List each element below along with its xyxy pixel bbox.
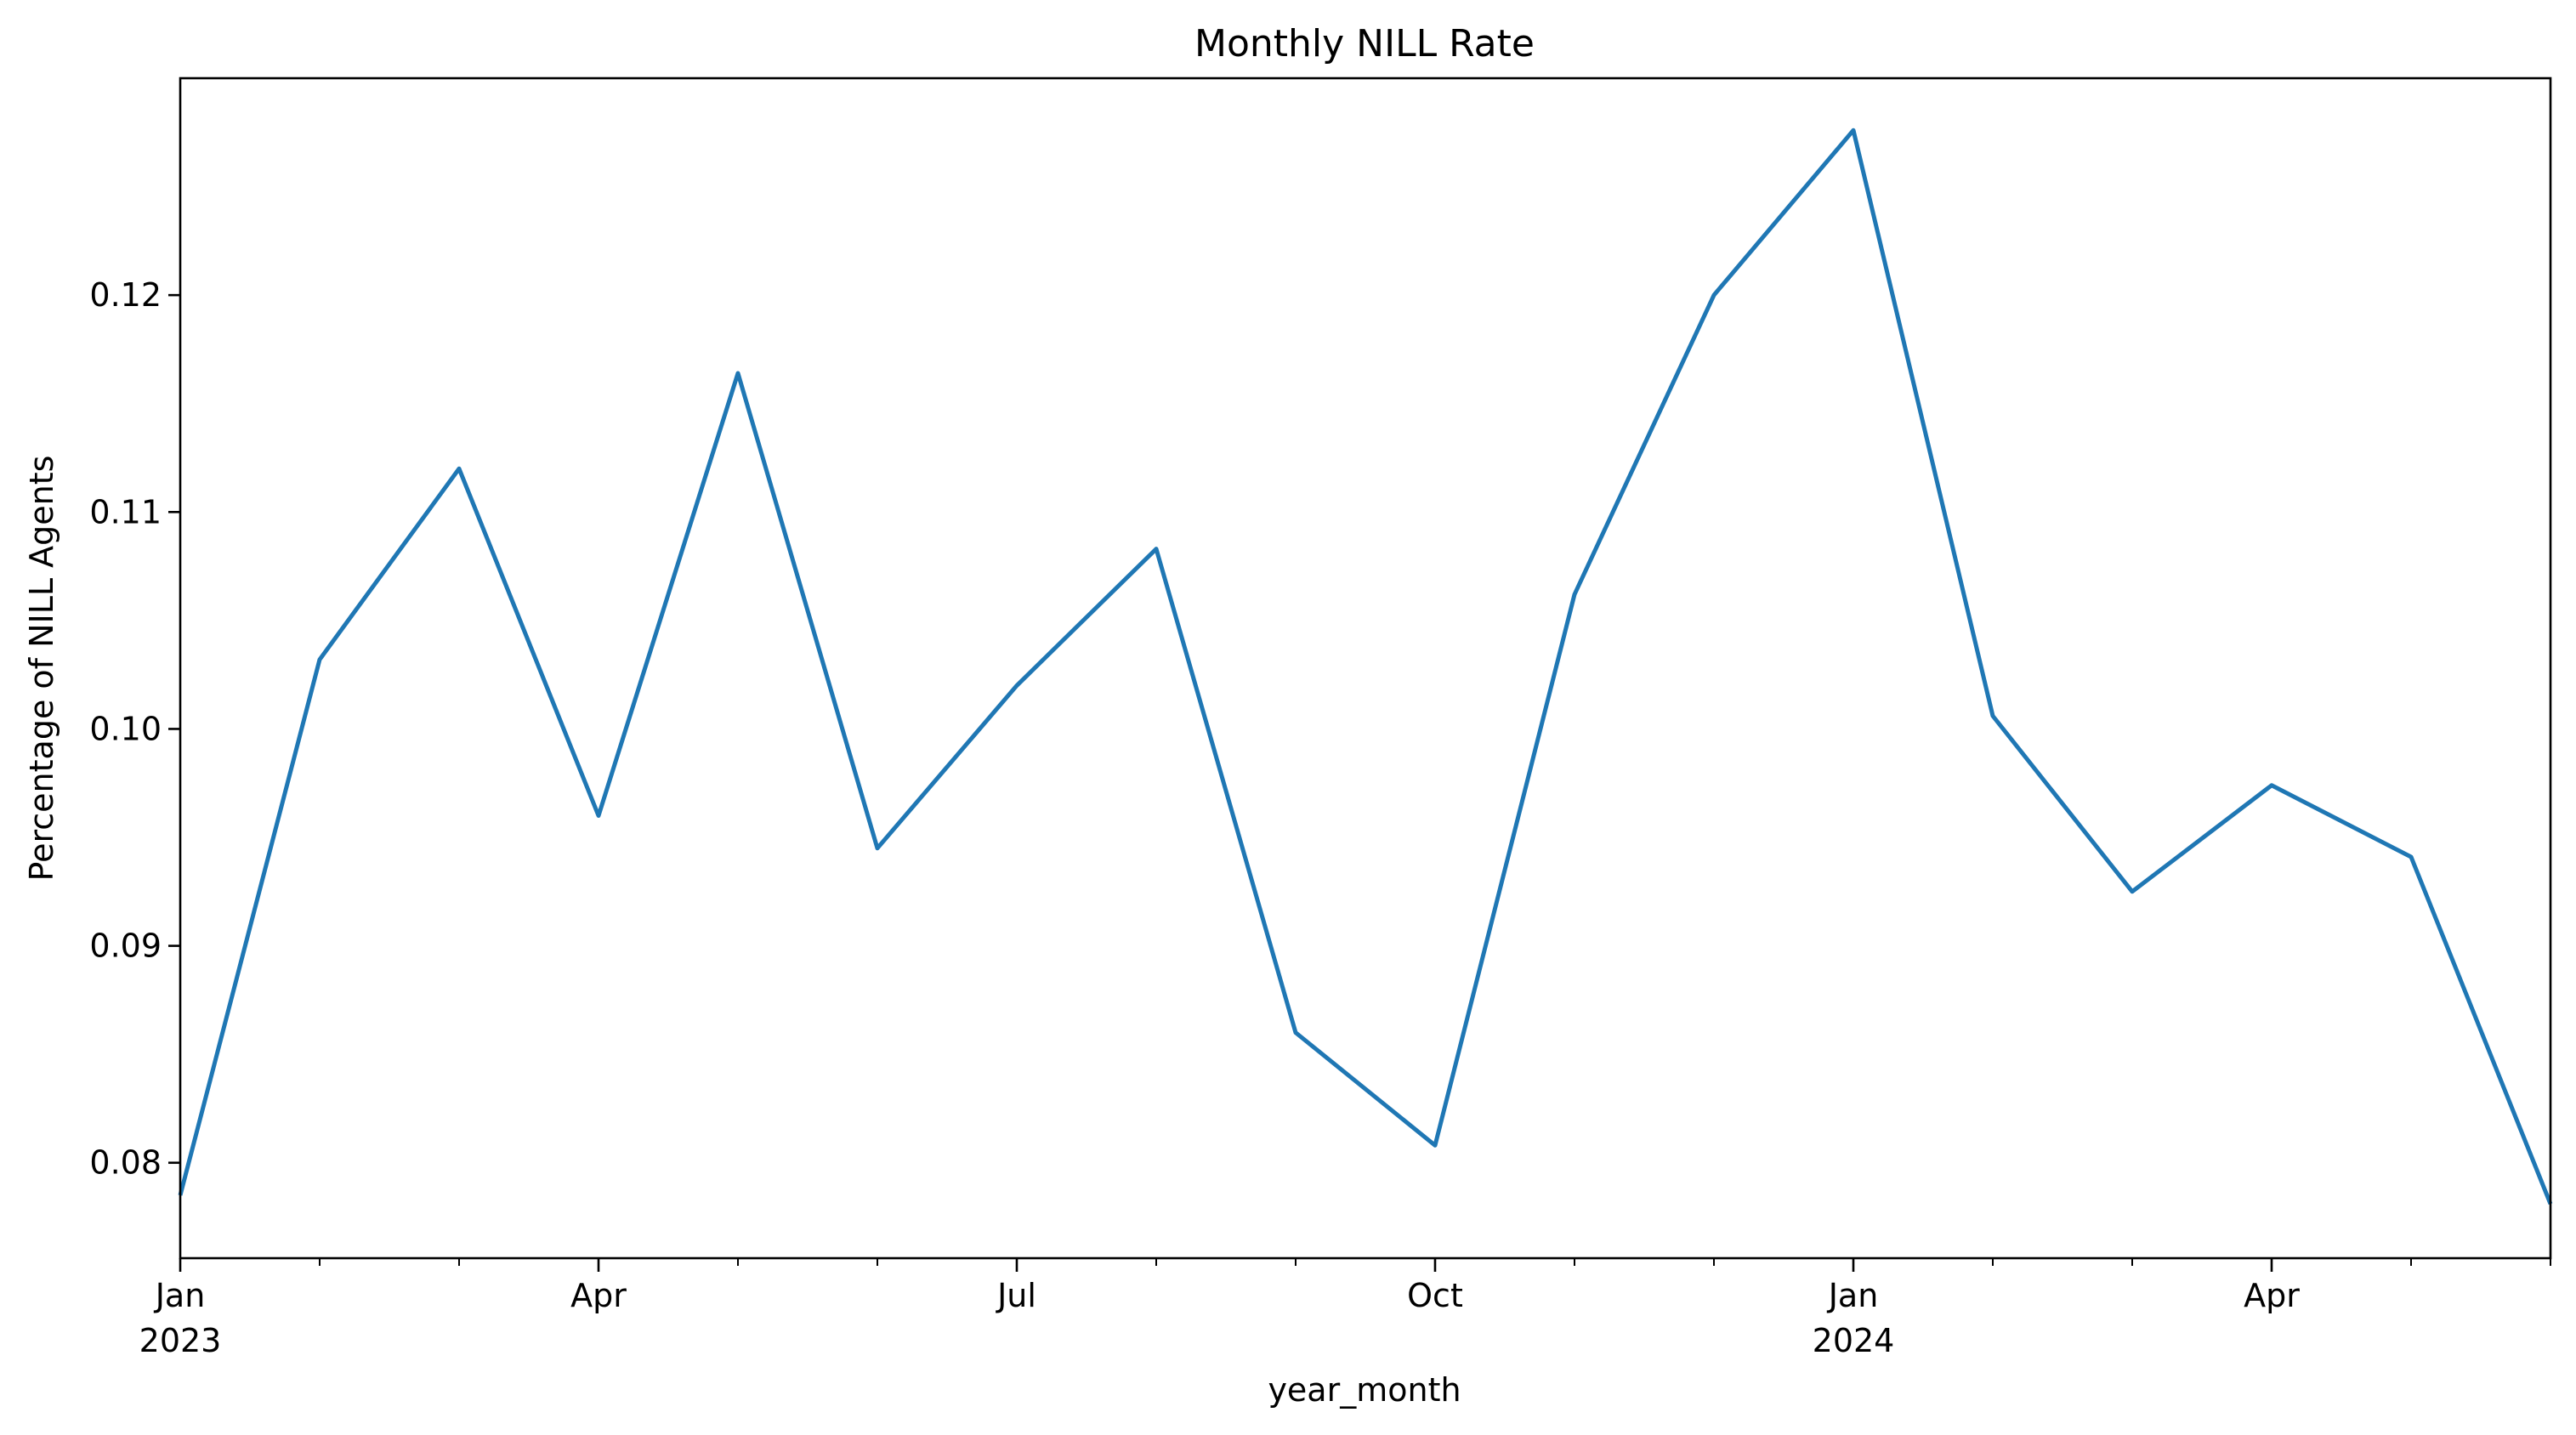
x-tick-label: Jul [996,1277,1036,1314]
series-line-0 [178,128,2553,1205]
y-tick-label: 0.10 [89,710,162,747]
y-tick-label: 0.12 [89,276,162,314]
y-tick-label: 0.11 [89,493,162,530]
x-tick-label: Oct [1407,1277,1463,1314]
y-tick-label: 0.08 [89,1144,162,1182]
x-tick-label: Jan [1827,1277,1879,1314]
x-tick-label: Apr [2244,1277,2300,1314]
x-tick-label: Jan [154,1277,206,1314]
y-tick-label: 0.09 [89,927,162,965]
x-tick-year-label: 2024 [1813,1322,1895,1359]
chart-title: Monthly NILL Rate [1194,22,1535,65]
y-axis-label: Percentage of NILL Agents [23,456,60,882]
x-tick-label: Apr [570,1277,627,1314]
x-tick-year-label: 2023 [139,1322,222,1359]
axes-frame [179,77,2552,1260]
x-axis-label: year_month [1268,1371,1461,1409]
plot-area: 0.08 0.09 0.10 0.11 0.12 Jan 2023 Apr Jul Oct Jan 2… [89,77,2553,1359]
